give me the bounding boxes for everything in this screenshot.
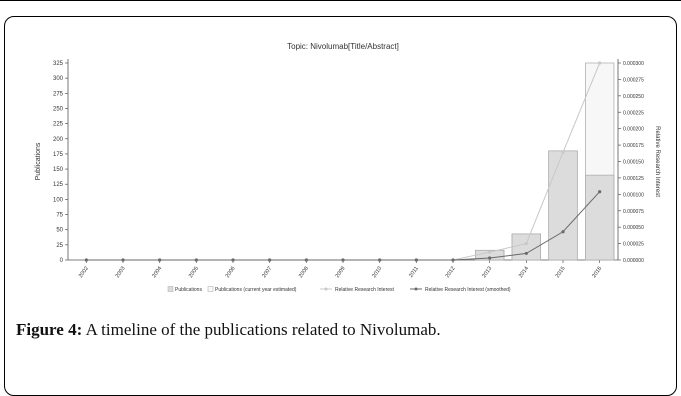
y-axis-label: Publications — [35, 142, 42, 180]
y-tick-label: 325 — [53, 61, 64, 67]
y2-tick-label: 0.000150 — [623, 160, 644, 166]
publications-chart: Topic: Nivolumab[Title/Abstract] 0 25 50 75 1… — [35, 42, 660, 293]
y-tick-label: 300 — [53, 76, 64, 82]
x-tick-label: 2009 — [335, 266, 347, 279]
bar-publications — [585, 174, 615, 261]
relative-interest-smoothed-point — [231, 258, 235, 262]
chart-title: Topic: Nivolumab[Title/Abstract] — [287, 42, 399, 51]
y2-tick-label: 0.000275 — [623, 77, 644, 83]
y-tick-label: 100 — [53, 197, 64, 203]
relative-interest-smoothed-point — [84, 258, 88, 262]
figure-caption: Figure 4: A timeline of the publications… — [16, 320, 441, 340]
relative-interest-smoothed-point — [561, 230, 565, 234]
relative-interest-point — [488, 250, 492, 254]
legend-swatch-smoothed-dot — [414, 287, 418, 291]
x-tick-label: 2015 — [555, 266, 567, 279]
relative-interest-point — [524, 241, 528, 246]
x-tick-label: 2016 — [591, 266, 603, 279]
relative-interest-smoothed-point — [158, 258, 162, 262]
legend-swatch-publications — [167, 286, 174, 292]
relative-interest-line — [86, 62, 601, 261]
figure-caption-label: Figure 4: — [16, 320, 83, 339]
y-tick-label: 50 — [56, 228, 63, 234]
relative-interest-smoothed-point — [488, 256, 492, 260]
y2-tick-label: 0.000100 — [623, 192, 644, 198]
relative-interest-smoothed-point — [121, 258, 125, 262]
x-tick-label: 2002 — [78, 266, 90, 279]
y-tick-label: 75 — [56, 213, 63, 219]
figure-caption-text: A timeline of the publications related t… — [82, 320, 441, 339]
y2-tick-label: 0.000200 — [623, 127, 644, 133]
legend-label-interest: Relative Research Interest — [335, 287, 395, 293]
top-rule — [0, 0, 681, 1]
y-tick-label: 250 — [53, 106, 64, 112]
y-tick-label: 0 — [60, 258, 64, 264]
x-tick-label: 2006 — [225, 266, 237, 279]
x-tick-label: 2004 — [151, 266, 163, 279]
x-tick-label: 2014 — [518, 266, 530, 279]
relative-interest-smoothed-point — [378, 258, 382, 262]
y2-tick-label: 0.000025 — [623, 242, 644, 248]
y2-tick-label: 0.000250 — [623, 94, 644, 100]
bar-publications — [548, 150, 578, 261]
relative-interest-smoothed-point — [524, 251, 528, 256]
x-tick-label: 2010 — [371, 266, 383, 279]
y-tick-label: 25 — [56, 243, 63, 249]
relative-interest-smoothed-point — [341, 258, 345, 262]
legend-label-estimated: Publications (current year estimated) — [215, 287, 297, 293]
y2-tick-label: 0.000075 — [623, 209, 644, 215]
legend-swatch-interest-dot — [324, 287, 328, 291]
y2-tick-label: 0.000225 — [623, 110, 644, 116]
y-tick-label: 150 — [53, 167, 64, 173]
relative-interest-smoothed-point — [194, 258, 198, 262]
y-tick-label: 175 — [53, 152, 64, 158]
y-tick-label: 200 — [53, 137, 64, 143]
legend-label-publications: Publications — [175, 287, 202, 293]
legend-label-smoothed: Relative Research Interest (smoothed) — [425, 287, 511, 293]
relative-interest-point — [561, 150, 565, 154]
x-tick-label: 2013 — [481, 266, 493, 279]
x-tick-label: 2008 — [298, 266, 310, 279]
y2-tick-label: 0.000125 — [623, 176, 644, 182]
y2-tick-label: 0.000300 — [623, 61, 644, 67]
x-tick-label: 2003 — [115, 266, 127, 279]
relative-interest-smoothed-point — [414, 258, 418, 262]
y-tick-label: 275 — [53, 91, 64, 97]
y-tick-label: 225 — [53, 122, 64, 128]
legend-swatch-estimated — [207, 286, 214, 292]
relative-interest-smoothed-point — [304, 258, 308, 262]
x-tick-label: 2012 — [445, 266, 457, 279]
y2-tick-label: 0.000050 — [623, 225, 644, 231]
x-tick-label: 2011 — [408, 266, 420, 279]
y2-axis-label: Relative Research Interest — [654, 126, 660, 197]
y-tick-label: 125 — [53, 182, 64, 188]
y2-tick-label: 0.000175 — [623, 143, 644, 149]
relative-interest-smoothed-point — [268, 258, 272, 262]
x-tick-label: 2007 — [261, 266, 273, 279]
x-tick-label: 2005 — [188, 266, 200, 279]
bar-publications — [511, 233, 541, 261]
relative-interest-smoothed-point — [598, 190, 602, 194]
y2-tick-label: 0.000000 — [623, 258, 644, 264]
relative-interest-smoothed-point — [451, 258, 455, 262]
relative-interest-point — [598, 61, 602, 65]
